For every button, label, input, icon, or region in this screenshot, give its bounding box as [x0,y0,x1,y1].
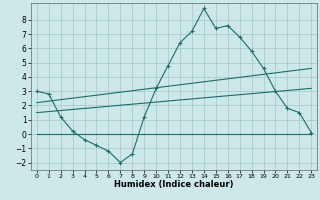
X-axis label: Humidex (Indice chaleur): Humidex (Indice chaleur) [114,180,234,189]
